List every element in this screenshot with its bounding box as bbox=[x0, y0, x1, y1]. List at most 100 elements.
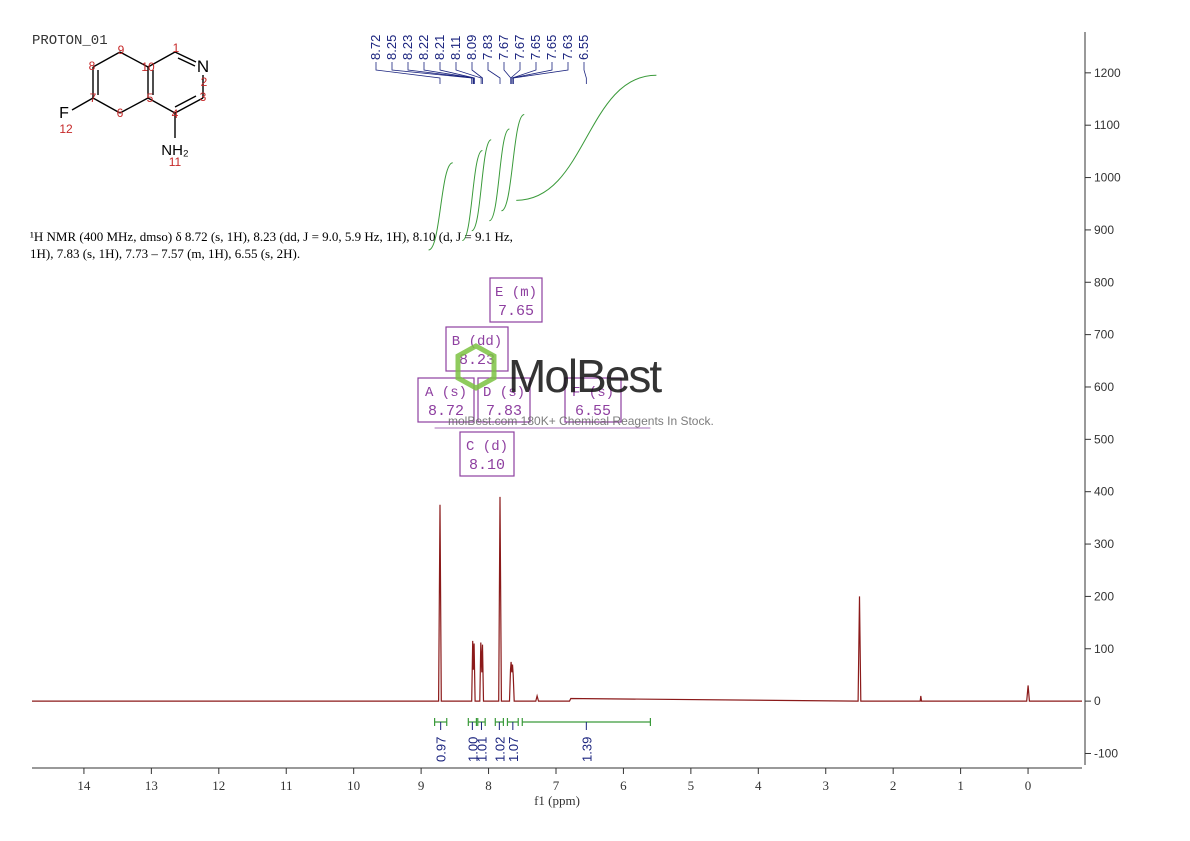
peak-label: 6.55 bbox=[576, 35, 591, 60]
y-tick-label: -100 bbox=[1094, 746, 1118, 760]
integral-label: 1.02 bbox=[492, 737, 507, 762]
multiplet-box bbox=[564, 377, 622, 423]
peak-connector bbox=[407, 62, 474, 84]
atom-number: 4 bbox=[172, 107, 179, 121]
peak-connector bbox=[455, 62, 482, 84]
integral-label: 0.97 bbox=[434, 737, 449, 762]
peak-label: 7.63 bbox=[560, 35, 575, 60]
peak-connector bbox=[391, 62, 473, 84]
x-tick-label: 6 bbox=[620, 778, 627, 793]
watermark-brand: MolBest bbox=[508, 350, 662, 402]
multiplet-box bbox=[489, 277, 543, 323]
peak-connector bbox=[487, 62, 501, 84]
multiplet-box bbox=[459, 431, 515, 477]
atom-number: 12 bbox=[59, 122, 73, 136]
peak-label: 7.65 bbox=[544, 35, 559, 60]
integral-label: 1.07 bbox=[506, 737, 521, 762]
multiplet-value: 7.83 bbox=[486, 403, 522, 420]
multiplet-value: 7.65 bbox=[498, 303, 534, 320]
atom-number: 2 bbox=[201, 75, 208, 89]
peak-label: 7.67 bbox=[512, 35, 527, 60]
peak-label: 8.72 bbox=[368, 35, 383, 60]
peak-label: 7.65 bbox=[528, 35, 543, 60]
description-line: ¹H NMR (400 MHz, dmso) δ 8.72 (s, 1H), 8… bbox=[30, 229, 513, 244]
watermark-logo bbox=[455, 343, 497, 391]
atom-label: NH₂ bbox=[161, 142, 189, 159]
x-tick-label: 8 bbox=[485, 778, 492, 793]
atom-number: 1 bbox=[173, 41, 180, 55]
y-tick-label: 1200 bbox=[1094, 66, 1121, 80]
peak-connector bbox=[439, 62, 475, 84]
peak-label: 7.83 bbox=[480, 35, 495, 60]
x-tick-label: 14 bbox=[77, 778, 91, 793]
multiplet-value: 6.55 bbox=[575, 403, 611, 420]
multiplet-value: 8.23 bbox=[459, 352, 495, 369]
y-tick-label: 800 bbox=[1094, 275, 1114, 289]
atom-label: F bbox=[59, 105, 69, 122]
integral-label: 1.39 bbox=[579, 737, 594, 762]
multiplet-value: 8.72 bbox=[428, 403, 464, 420]
x-tick-label: 10 bbox=[347, 778, 360, 793]
integral-curve bbox=[516, 74, 657, 201]
x-tick-label: 0 bbox=[1025, 778, 1032, 793]
watermark: MolBest molBest.com 180K+ Chemical Reagen… bbox=[448, 343, 714, 428]
atom-number: 6 bbox=[117, 106, 124, 120]
x-tick-label: 7 bbox=[553, 778, 560, 793]
multiplet-name: C (d) bbox=[466, 439, 508, 455]
peak-label: 8.09 bbox=[464, 35, 479, 60]
x-tick-label: 9 bbox=[418, 778, 425, 793]
y-tick-label: 700 bbox=[1094, 328, 1114, 342]
y-tick-label: 200 bbox=[1094, 589, 1114, 603]
multiplet-name: B (dd) bbox=[452, 334, 502, 350]
atom-number: 10 bbox=[141, 60, 155, 74]
x-tick-label: 11 bbox=[280, 778, 293, 793]
peak-label: 8.11 bbox=[448, 36, 463, 60]
multiplet-name: D (s) bbox=[483, 385, 525, 401]
y-tick-label: 0 bbox=[1094, 694, 1101, 708]
molecule-bonds bbox=[71, 51, 204, 138]
y-tick-label: 1000 bbox=[1094, 171, 1121, 185]
multiplet-name: A (s) bbox=[425, 385, 467, 401]
x-tick-label: 12 bbox=[212, 778, 225, 793]
y-tick-label: 1100 bbox=[1094, 118, 1120, 132]
x-tick-label: 4 bbox=[755, 778, 762, 793]
peak-label: 8.23 bbox=[400, 35, 415, 60]
integral-curve bbox=[428, 162, 453, 251]
y-tick-label: 300 bbox=[1094, 537, 1114, 551]
multiplet-name: E (m) bbox=[495, 285, 537, 301]
atom-number: 3 bbox=[200, 90, 207, 104]
y-tick-label: 500 bbox=[1094, 432, 1114, 446]
integral-curve bbox=[500, 114, 525, 212]
chart-title: PROTON_01 bbox=[32, 33, 108, 49]
peak-connector bbox=[511, 62, 553, 84]
atom-number: 9 bbox=[118, 43, 125, 57]
x-tick-label: 3 bbox=[822, 778, 829, 793]
atom-number: 11 bbox=[169, 155, 182, 169]
watermark-tagline: molBest.com 180K+ Chemical Reagents In S… bbox=[448, 414, 714, 428]
atom-label: N bbox=[197, 57, 209, 76]
x-tick-label: 1 bbox=[957, 778, 964, 793]
description-line: 1H), 7.83 (s, 1H), 7.73 – 7.57 (m, 1H), … bbox=[30, 246, 300, 261]
peak-label: 8.21 bbox=[432, 35, 447, 60]
multiplet-box bbox=[477, 377, 531, 423]
peak-connector bbox=[510, 62, 521, 84]
peak-connector bbox=[503, 62, 512, 84]
integral-curve bbox=[488, 128, 510, 222]
atom-number: 7 bbox=[90, 91, 97, 105]
multiplet-value: 8.10 bbox=[469, 457, 505, 474]
multiplet-name: F (s) bbox=[572, 385, 614, 401]
peak-connector bbox=[375, 62, 441, 84]
peak-connector bbox=[513, 62, 569, 84]
y-tick-label: 600 bbox=[1094, 380, 1114, 394]
peak-label: 7.67 bbox=[496, 35, 511, 60]
spectrum-line bbox=[32, 496, 1082, 702]
integral-curve bbox=[461, 149, 483, 241]
x-tick-label: 13 bbox=[145, 778, 158, 793]
y-tick-label: 900 bbox=[1094, 223, 1114, 237]
peak-connector bbox=[423, 62, 475, 84]
x-tick-label: 2 bbox=[890, 778, 897, 793]
multiplet-box bbox=[445, 326, 509, 372]
x-tick-label: 5 bbox=[688, 778, 695, 793]
integral-label: 1.00 bbox=[465, 737, 480, 762]
